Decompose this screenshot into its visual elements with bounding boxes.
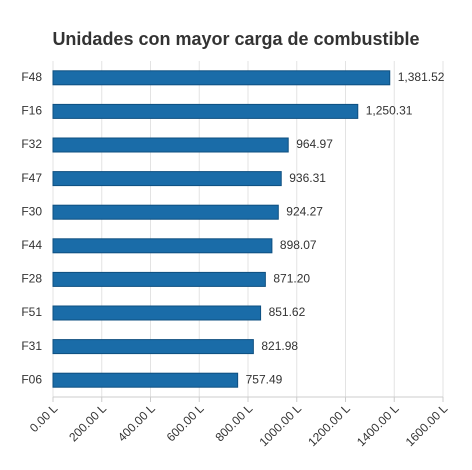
y-tick-label: F44 <box>21 238 42 252</box>
x-tick-label: 600.00 L <box>164 401 207 444</box>
bar <box>52 70 391 86</box>
bar <box>52 171 282 187</box>
x-tick-label: 400.00 L <box>115 401 158 444</box>
chart-title: Unidades con mayor carga de combustible <box>52 29 419 49</box>
y-tick-label: F30 <box>21 204 42 218</box>
x-tick-label: 1400.00 L <box>354 401 402 449</box>
data-label: 851.62 <box>269 305 306 319</box>
y-tick-label: F47 <box>21 171 42 185</box>
data-label: 924.27 <box>286 204 323 218</box>
bar <box>52 372 239 388</box>
data-label: 1,250.31 <box>366 104 413 118</box>
x-tick-label: 0.00 L <box>27 401 61 435</box>
data-label: 821.98 <box>261 339 298 353</box>
bar <box>52 137 289 153</box>
bar <box>52 204 279 220</box>
data-label: 1,381.52 <box>398 70 445 84</box>
x-tick-label: 1600.00 L <box>403 401 451 449</box>
data-label: 898.07 <box>280 238 317 252</box>
data-label: 757.49 <box>246 372 283 386</box>
y-tick-label: F28 <box>21 272 42 286</box>
data-label: 936.31 <box>289 171 326 185</box>
x-tick-label: 800.00 L <box>212 401 255 444</box>
bar <box>52 339 254 355</box>
bar <box>52 271 266 287</box>
x-tick-label: 1200.00 L <box>305 401 353 449</box>
x-tick-label: 200.00 L <box>66 401 109 444</box>
y-tick-label: F31 <box>21 339 42 353</box>
bar <box>52 103 359 119</box>
data-label: 964.97 <box>296 137 333 151</box>
y-tick-label: F51 <box>21 305 42 319</box>
y-tick-label: F06 <box>21 372 42 386</box>
bar <box>52 238 273 254</box>
bar <box>52 305 262 321</box>
data-label: 871.20 <box>273 272 310 286</box>
y-tick-label: F32 <box>21 137 42 151</box>
y-tick-label: F48 <box>21 70 42 84</box>
y-tick-label: F16 <box>21 104 42 118</box>
x-tick-label: 1000.00 L <box>256 401 304 449</box>
